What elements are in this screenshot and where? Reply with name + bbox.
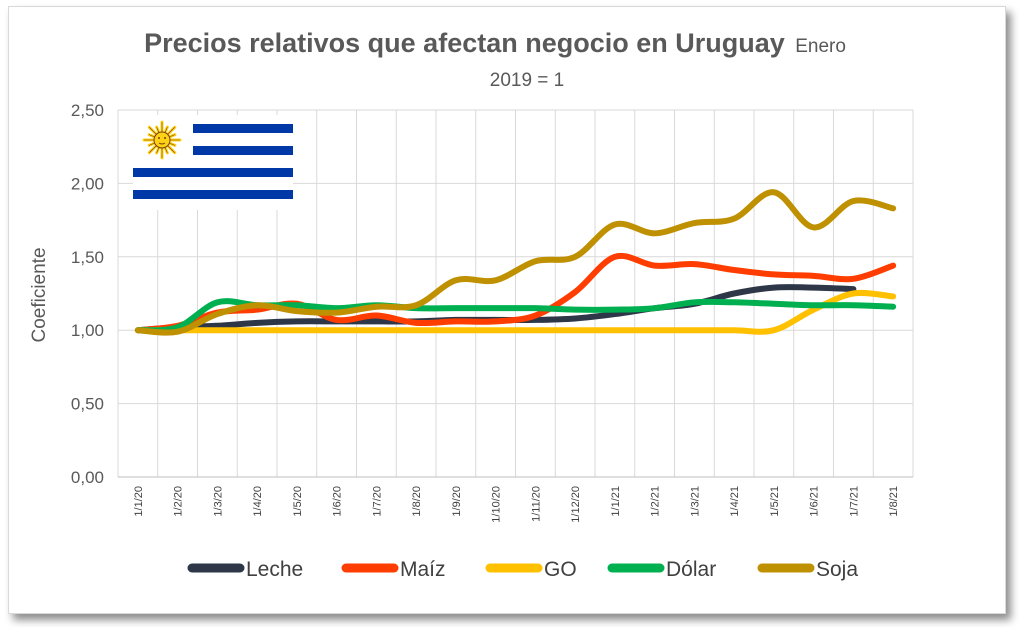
y-tick-label: 0,50 bbox=[71, 395, 104, 414]
y-axis-ticks: 0,00 0,50 1,00 1,50 2,00 2,50 bbox=[71, 101, 104, 487]
series-line-soja bbox=[134, 189, 897, 336]
chart-title-suffix: Enero bbox=[795, 36, 846, 57]
y-tick-label: 2,00 bbox=[71, 174, 104, 193]
legend-label-dolar: Dólar bbox=[666, 558, 716, 581]
x-tick-label: 1/10/20 bbox=[491, 486, 503, 523]
series-line-go bbox=[134, 289, 897, 335]
chart-title: Precios relativos que afectan negocio en… bbox=[144, 28, 846, 58]
x-tick-label: 1/3/21 bbox=[689, 486, 701, 517]
y-tick-label: 1,50 bbox=[71, 248, 104, 267]
x-tick-label: 1/3/20 bbox=[212, 486, 224, 517]
x-tick-label: 1/7/20 bbox=[371, 486, 383, 517]
legend-label-maiz: Maíz bbox=[400, 558, 446, 581]
x-tick-label: 1/9/20 bbox=[451, 486, 463, 517]
legend-label-go: GO bbox=[544, 558, 577, 581]
x-tick-label: 1/6/21 bbox=[809, 486, 821, 517]
x-tick-label: 1/2/20 bbox=[173, 486, 185, 517]
y-axis-label: Coeficiente bbox=[29, 247, 50, 342]
x-tick-label: 1/2/21 bbox=[650, 486, 662, 517]
x-tick-label: 1/12/20 bbox=[570, 486, 582, 523]
y-tick-label: 2,50 bbox=[71, 101, 104, 120]
legend: Leche Maíz GO Dólar Soja bbox=[187, 558, 858, 581]
chart-title-main: Precios relativos que afectan negocio en… bbox=[144, 28, 785, 58]
x-tick-label: 1/1/20 bbox=[133, 486, 145, 517]
x-tick-label: 1/5/20 bbox=[292, 486, 304, 517]
y-tick-label: 0,00 bbox=[71, 468, 104, 487]
x-tick-label: 1/6/20 bbox=[332, 486, 344, 517]
x-tick-label: 1/8/21 bbox=[888, 486, 900, 517]
x-tick-label: 1/5/21 bbox=[769, 486, 781, 517]
uruguay-flag-icon bbox=[133, 115, 293, 210]
x-tick-label: 1/7/21 bbox=[848, 486, 860, 517]
x-tick-label: 1/4/21 bbox=[729, 486, 741, 517]
x-tick-label: 1/4/20 bbox=[252, 486, 264, 517]
sun-of-may-icon bbox=[142, 120, 182, 160]
y-tick-label: 1,00 bbox=[71, 321, 104, 340]
series-lines bbox=[134, 189, 897, 336]
chart-subtitle: 2019 = 1 bbox=[490, 70, 565, 91]
legend-label-leche: Leche bbox=[246, 558, 303, 581]
x-tick-label: 1/11/20 bbox=[530, 486, 542, 522]
x-tick-label: 1/1/21 bbox=[610, 486, 622, 517]
series-line-maiz bbox=[134, 252, 897, 334]
x-axis-ticks: 1/1/20 1/2/20 1/3/20 1/4/20 1/5/20 1/6/20 1/7/… bbox=[133, 486, 900, 523]
legend-label-soja: Soja bbox=[816, 558, 858, 581]
x-tick-label: 1/8/20 bbox=[411, 486, 423, 517]
